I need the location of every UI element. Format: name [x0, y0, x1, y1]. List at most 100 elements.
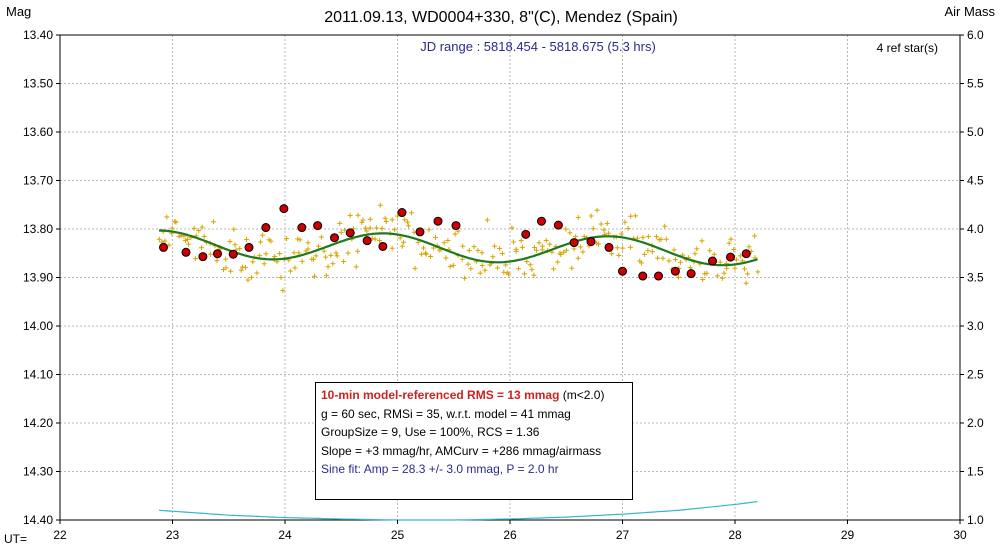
binned-point: [198, 252, 208, 262]
binned-point: [521, 229, 531, 239]
raw-point: [377, 202, 383, 208]
raw-point: [184, 236, 190, 242]
binned-point: [330, 233, 339, 243]
raw-point: [185, 241, 191, 247]
raw-point: [379, 225, 385, 231]
raw-point: [338, 229, 344, 235]
raw-point: [479, 250, 485, 256]
raw-point: [423, 251, 429, 257]
stats-line-4: Slope = +3 mmag/hr, AMCurv = +286 mmag/a…: [321, 443, 602, 458]
raw-point: [717, 259, 723, 265]
raw-point: [250, 259, 256, 265]
raw-point: [261, 261, 267, 267]
raw-point: [328, 252, 334, 258]
raw-point: [475, 247, 481, 253]
y-tick-label-right: 2.5: [967, 368, 984, 382]
raw-point: [555, 259, 561, 265]
raw-point: [196, 228, 202, 234]
binned-point: [686, 269, 696, 279]
raw-point: [355, 212, 361, 218]
raw-point: [571, 246, 577, 252]
raw-point: [258, 239, 264, 245]
raw-point: [462, 275, 468, 281]
raw-point: [513, 248, 519, 254]
binned-point: [741, 249, 751, 259]
raw-point: [412, 265, 418, 271]
raw-point: [658, 236, 664, 242]
x-tick-label: 23: [166, 528, 180, 542]
stats-line-3: GroupSize = 9, Use = 100%, RCS = 1.36: [321, 425, 540, 439]
raw-point: [291, 250, 297, 256]
raw-point: [700, 277, 706, 283]
y-tick-label-right: 1.5: [967, 465, 984, 479]
binned-point: [181, 247, 191, 257]
raw-point: [699, 238, 705, 244]
raw-point: [295, 236, 301, 242]
x-tick-label: 24: [278, 528, 292, 542]
raw-point: [743, 280, 749, 286]
raw-point: [237, 246, 243, 252]
raw-point: [575, 214, 581, 220]
y-tick-label-left: 14.10: [23, 368, 53, 382]
raw-point: [471, 244, 477, 250]
raw-point: [551, 266, 557, 272]
raw-point: [575, 255, 581, 261]
raw-point: [563, 226, 569, 232]
raw-point: [692, 251, 698, 257]
raw-point: [501, 269, 507, 275]
raw-point: [533, 247, 539, 253]
binned-point: [313, 221, 323, 231]
raw-point: [468, 266, 474, 272]
raw-point: [724, 265, 730, 271]
raw-point: [460, 243, 466, 249]
raw-point: [484, 217, 490, 223]
stats-line-2: g = 60 sec, RMSi = 35, w.r.t. model = 41…: [321, 406, 571, 421]
raw-point: [242, 264, 248, 270]
y-tick-label-left: 13.60: [23, 125, 53, 139]
raw-point: [382, 215, 388, 221]
raw-point: [447, 264, 453, 270]
raw-point: [719, 275, 725, 281]
raw-point: [671, 247, 677, 253]
raw-point: [503, 262, 509, 268]
binned-point: [604, 242, 614, 252]
raw-point: [524, 259, 530, 265]
raw-point: [459, 256, 465, 262]
raw-point: [561, 249, 567, 255]
raw-point: [714, 273, 720, 279]
stats-box: 10-min model-referenced RMS = 13 mmag (m…: [315, 382, 633, 500]
raw-point: [527, 262, 533, 268]
raw-point: [299, 258, 305, 264]
raw-point: [367, 225, 373, 231]
x-axis-label: UT=: [4, 532, 27, 546]
raw-point: [245, 277, 251, 283]
raw-point: [162, 238, 168, 244]
raw-point: [516, 266, 522, 272]
raw-point: [208, 251, 214, 257]
raw-point: [342, 227, 348, 233]
raw-point: [558, 252, 564, 258]
raw-point: [601, 227, 607, 233]
binned-point: [228, 249, 238, 259]
raw-point: [728, 236, 734, 242]
binned-point: [670, 266, 680, 276]
raw-point: [341, 258, 347, 264]
x-tick-label: 22: [53, 528, 67, 542]
raw-point: [596, 241, 602, 247]
binned-point: [537, 216, 546, 226]
binned-point: [618, 266, 627, 276]
raw-point: [223, 265, 229, 271]
raw-point: [399, 243, 405, 249]
raw-point: [609, 251, 615, 257]
raw-point: [694, 246, 700, 252]
raw-point: [707, 248, 713, 254]
raw-point: [616, 252, 622, 258]
binned-point: [708, 256, 717, 266]
raw-point: [373, 225, 379, 231]
raw-point: [192, 256, 198, 262]
binned-point: [261, 223, 271, 233]
raw-point: [738, 253, 744, 259]
x-tick-label: 30: [953, 528, 967, 542]
y-tick-label-right: 2.0: [967, 416, 984, 430]
